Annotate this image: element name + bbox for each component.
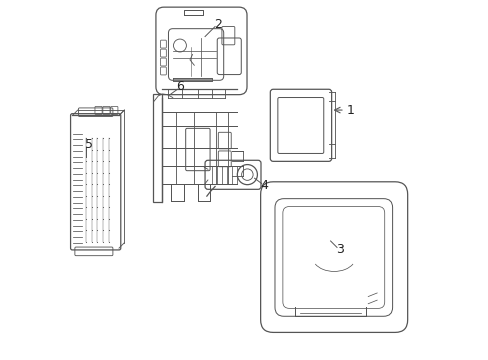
Text: 1: 1 — [346, 104, 354, 117]
Bar — [153, 94, 162, 202]
Text: 6: 6 — [176, 80, 184, 93]
Text: 2: 2 — [214, 18, 222, 31]
Text: 3: 3 — [335, 243, 343, 256]
Text: 4: 4 — [260, 179, 268, 192]
Text: 5: 5 — [85, 138, 93, 150]
